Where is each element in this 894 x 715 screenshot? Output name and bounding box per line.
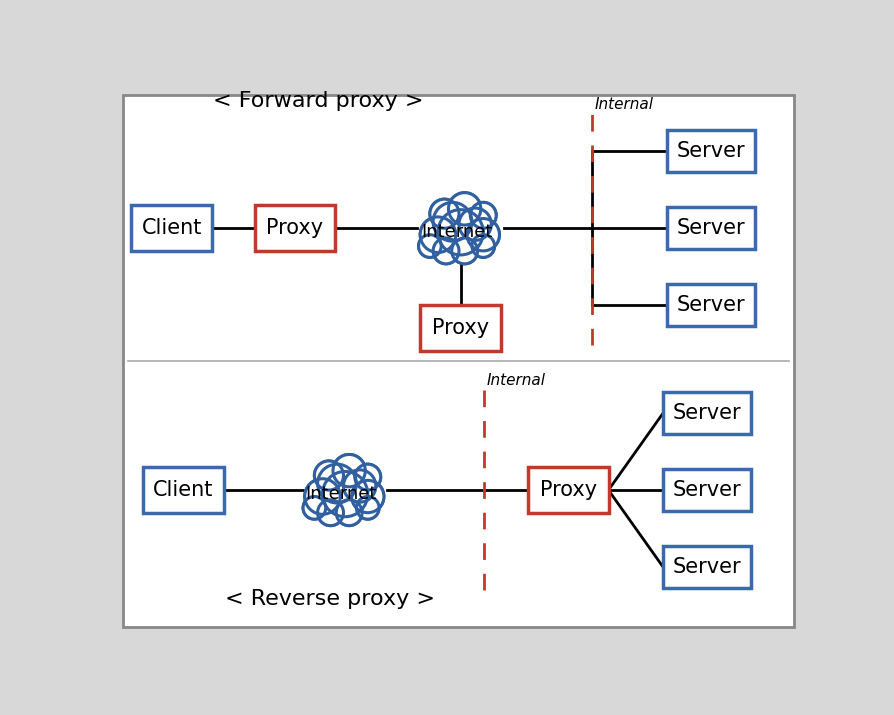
Text: Internet: Internet [305,485,376,503]
Circle shape [418,235,440,257]
Circle shape [433,202,471,241]
Circle shape [467,219,499,251]
Circle shape [336,500,361,525]
Circle shape [344,470,375,501]
Circle shape [318,500,342,525]
Circle shape [356,496,379,519]
Circle shape [449,194,479,225]
Circle shape [317,464,356,503]
Circle shape [303,496,325,519]
FancyBboxPatch shape [666,207,755,250]
Circle shape [333,455,365,487]
Circle shape [433,238,459,264]
Circle shape [336,500,362,526]
Circle shape [470,203,495,227]
Circle shape [318,465,355,502]
Text: Server: Server [672,480,740,500]
Circle shape [451,239,477,263]
Text: Proxy: Proxy [266,218,324,238]
FancyBboxPatch shape [666,130,755,172]
FancyBboxPatch shape [666,284,755,327]
Text: Proxy: Proxy [539,480,596,500]
Text: Server: Server [672,403,740,423]
FancyBboxPatch shape [131,205,212,252]
Circle shape [315,462,342,489]
Circle shape [303,497,325,518]
FancyBboxPatch shape [662,546,750,588]
Circle shape [419,217,455,252]
Circle shape [439,211,482,254]
Circle shape [418,235,441,257]
Text: Internal: Internal [486,373,545,388]
Text: Server: Server [676,142,745,162]
FancyBboxPatch shape [662,392,750,434]
Circle shape [314,461,343,490]
Circle shape [429,199,459,228]
Circle shape [451,238,477,264]
Circle shape [448,192,480,225]
FancyBboxPatch shape [123,95,793,627]
Circle shape [430,200,458,227]
Text: Server: Server [676,218,745,238]
Circle shape [469,202,495,228]
Circle shape [304,479,340,514]
FancyBboxPatch shape [419,305,501,352]
Circle shape [434,203,470,240]
Circle shape [434,239,458,263]
Circle shape [468,220,498,250]
Circle shape [354,464,380,490]
Circle shape [352,481,383,512]
Circle shape [459,208,491,240]
Text: < Reverse proxy >: < Reverse proxy > [224,589,434,609]
FancyBboxPatch shape [255,205,335,252]
FancyBboxPatch shape [527,467,608,513]
FancyBboxPatch shape [143,467,224,513]
Circle shape [324,473,367,516]
Text: Proxy: Proxy [432,318,489,338]
Circle shape [357,497,378,518]
Circle shape [460,209,490,240]
Circle shape [322,471,367,517]
Text: Server: Server [676,295,745,315]
Circle shape [437,209,483,255]
Circle shape [305,480,339,513]
Circle shape [472,235,493,257]
Text: Internet: Internet [420,223,492,241]
Text: Server: Server [672,557,740,577]
Text: Internal: Internal [594,97,653,112]
Circle shape [317,500,343,526]
Circle shape [351,480,384,513]
Circle shape [355,465,380,489]
Text: < Forward proxy >: < Forward proxy > [213,92,423,112]
Circle shape [343,470,375,502]
FancyBboxPatch shape [662,469,750,511]
Circle shape [420,218,454,252]
Text: Client: Client [153,480,214,500]
Text: Client: Client [141,218,202,238]
Circle shape [471,235,494,257]
Circle shape [333,455,364,486]
